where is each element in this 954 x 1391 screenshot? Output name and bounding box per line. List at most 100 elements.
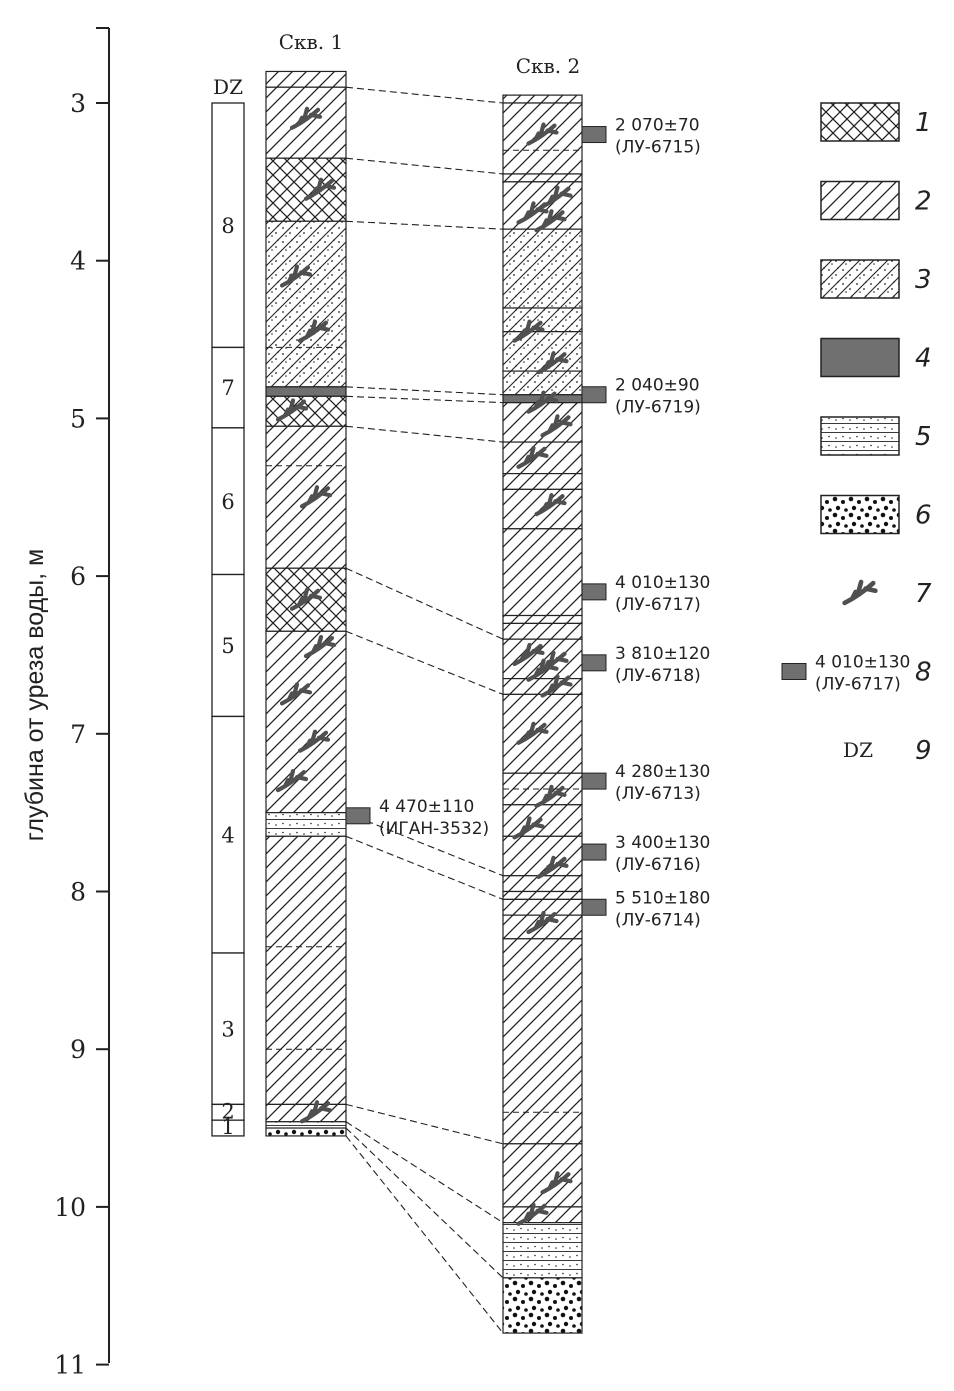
date-lab-code: (ЛУ-6716) bbox=[615, 855, 701, 875]
date-value: 4 010±130 bbox=[615, 573, 710, 593]
root-icon bbox=[534, 209, 567, 233]
lithology-layer bbox=[265, 1127, 347, 1137]
root-icon bbox=[516, 721, 549, 745]
legend-number: 2 bbox=[915, 187, 932, 217]
root-icon bbox=[303, 634, 337, 659]
dz-zone bbox=[211, 573, 245, 718]
legend-number: 7 bbox=[915, 579, 932, 609]
depth-ticks: 3 4 5 6 7 8 9 10 11 bbox=[54, 89, 109, 1380]
correlation-line bbox=[345, 86, 504, 104]
root-icon bbox=[540, 1171, 573, 1195]
date-value: 4 280±130 bbox=[615, 762, 710, 782]
root-icon bbox=[540, 414, 573, 438]
correlation-line bbox=[345, 567, 504, 640]
lithology-layer bbox=[502, 331, 583, 372]
correlation-line bbox=[345, 386, 504, 396]
legend-swatch bbox=[820, 259, 900, 299]
root-icon bbox=[275, 398, 309, 422]
lithology-layer bbox=[265, 812, 347, 837]
correlation-line bbox=[345, 812, 504, 877]
correlation-line bbox=[345, 157, 504, 175]
dz-zone bbox=[211, 427, 245, 576]
depth-tick-label: 7 bbox=[70, 720, 86, 749]
legend-item: 4 bbox=[820, 337, 932, 378]
lithology-layer bbox=[502, 441, 583, 475]
legend-swatch bbox=[820, 337, 900, 378]
root-icon bbox=[289, 106, 323, 130]
depth-tick-label: 10 bbox=[54, 1193, 86, 1222]
date-marker bbox=[581, 386, 607, 404]
legend-item: 3 bbox=[820, 259, 932, 299]
correlation-line bbox=[345, 220, 504, 230]
lithology-layer bbox=[502, 938, 583, 1145]
root-icon bbox=[842, 579, 878, 606]
well-1: Скв. 1 4 470±110(ИГАН-3532) bbox=[265, 30, 489, 1137]
lithology-layer bbox=[265, 835, 347, 1105]
date-marker bbox=[345, 807, 371, 825]
legend-number: 1 bbox=[915, 108, 932, 138]
legend-swatch bbox=[820, 102, 900, 142]
date-value: 2 070±70 bbox=[615, 116, 700, 136]
depth-tick-label: 3 bbox=[70, 89, 86, 118]
legend-item: 1 bbox=[820, 102, 932, 142]
correlation-line bbox=[345, 835, 504, 900]
date-value: 3 400±130 bbox=[615, 833, 710, 853]
dz-zone-label: 7 bbox=[221, 376, 234, 400]
root-icon bbox=[534, 784, 567, 808]
date-lab-code: (ИГАН-3532) bbox=[379, 819, 489, 839]
legend-number: 3 bbox=[915, 265, 932, 295]
legend-item: 4 010±130(ЛУ-6717) 8 bbox=[781, 653, 932, 695]
lithology-layer bbox=[502, 94, 583, 104]
root-icon bbox=[303, 177, 337, 201]
lithology-layer bbox=[502, 835, 583, 877]
root-icon bbox=[299, 1100, 333, 1124]
lithology-layer bbox=[502, 875, 583, 893]
correlation-line bbox=[345, 1135, 504, 1334]
date-marker bbox=[581, 654, 607, 672]
date-marker bbox=[581, 772, 607, 790]
dz-zone-label: 4 bbox=[221, 823, 234, 847]
dz-zone-label: 5 bbox=[221, 634, 234, 658]
depth-tick-label: 5 bbox=[70, 404, 86, 433]
date-value: 4 470±110 bbox=[379, 797, 474, 817]
date-marker bbox=[581, 126, 607, 144]
legend-swatch bbox=[820, 416, 900, 456]
legend-number: 4 bbox=[915, 344, 932, 374]
legend-swatch bbox=[820, 494, 900, 535]
depth-tick-label: 4 bbox=[70, 247, 86, 276]
lithology-layer bbox=[502, 1222, 583, 1279]
date-lab-code: (ЛУ-6718) bbox=[615, 666, 701, 686]
lithology-layer bbox=[502, 1143, 583, 1208]
root-icon bbox=[279, 682, 313, 706]
legend-dz-label: DZ bbox=[843, 738, 873, 762]
legend-item: 2 bbox=[820, 180, 932, 221]
lithology-layer bbox=[502, 622, 583, 640]
legend-item: 6 bbox=[820, 494, 932, 535]
date-lab-code: (ЛУ-6715) bbox=[615, 138, 701, 158]
correlation-line bbox=[345, 1103, 504, 1145]
depth-tick-label: 9 bbox=[70, 1035, 86, 1064]
correlation-line bbox=[345, 1127, 504, 1279]
root-icon bbox=[526, 122, 559, 146]
lithology-layer bbox=[265, 395, 347, 427]
well-2: Скв. 2 2 070±70(ЛУ-6715) 2 040±90(ЛУ-6719… bbox=[502, 54, 710, 1334]
lithology-layer bbox=[502, 614, 583, 625]
lithology-layer bbox=[265, 86, 347, 159]
well-1-title: Скв. 1 bbox=[279, 30, 344, 54]
root-icon bbox=[289, 587, 323, 611]
root-icon bbox=[297, 729, 331, 753]
legend-number: 9 bbox=[915, 736, 932, 766]
root-icon bbox=[540, 674, 573, 698]
dz-zone-label: 1 bbox=[221, 1115, 234, 1139]
legend: 1 2 3 4 5 6 7 4 010±130(ЛУ-6717) 8 DZ 9 bbox=[781, 102, 932, 766]
legend-item: DZ 9 bbox=[843, 736, 932, 766]
depth-axis: 3 4 5 6 7 8 9 10 11 глубина от уреза воды, м bbox=[21, 27, 110, 1380]
date-value: 5 510±180 bbox=[615, 888, 710, 908]
correlation-line bbox=[345, 395, 504, 404]
legend-number: 8 bbox=[915, 658, 932, 688]
correlation-line bbox=[345, 425, 504, 443]
root-icon bbox=[516, 201, 549, 225]
dz-zone bbox=[211, 1119, 245, 1137]
root-icon bbox=[526, 910, 559, 935]
date-lab-code: (ЛУ-6717) bbox=[615, 595, 701, 615]
